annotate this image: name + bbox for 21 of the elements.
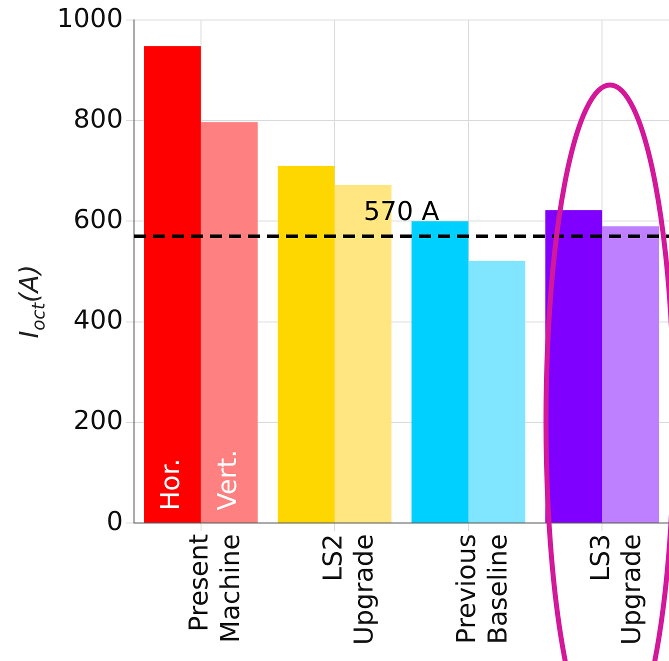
bar [602, 226, 659, 522]
bar [468, 260, 526, 522]
bar [200, 122, 258, 522]
y-tick-label: 400 [73, 306, 123, 336]
bar [144, 46, 201, 522]
bar [545, 210, 602, 522]
x-tick-label: Previous Baseline [452, 534, 514, 644]
series-label: Vert. [213, 450, 244, 510]
bar [278, 166, 335, 522]
y-axis-title: Ioct(A) [15, 264, 50, 338]
ref-line-label: 570 A [364, 197, 440, 228]
y-tick-label: 600 [73, 204, 123, 235]
x-tick-label: Present Machine [184, 534, 246, 643]
x-tick-label: LS2 Upgrade [318, 534, 380, 646]
y-tick-label: 0 [106, 506, 123, 537]
y-tick-label: 800 [73, 104, 123, 134]
y-tick-label: 1000 [56, 4, 123, 34]
series-label: Hor. [156, 458, 186, 510]
bar [412, 221, 468, 522]
x-tick-label: LS3 Upgrade [586, 534, 648, 646]
y-tick-label: 200 [73, 406, 123, 436]
